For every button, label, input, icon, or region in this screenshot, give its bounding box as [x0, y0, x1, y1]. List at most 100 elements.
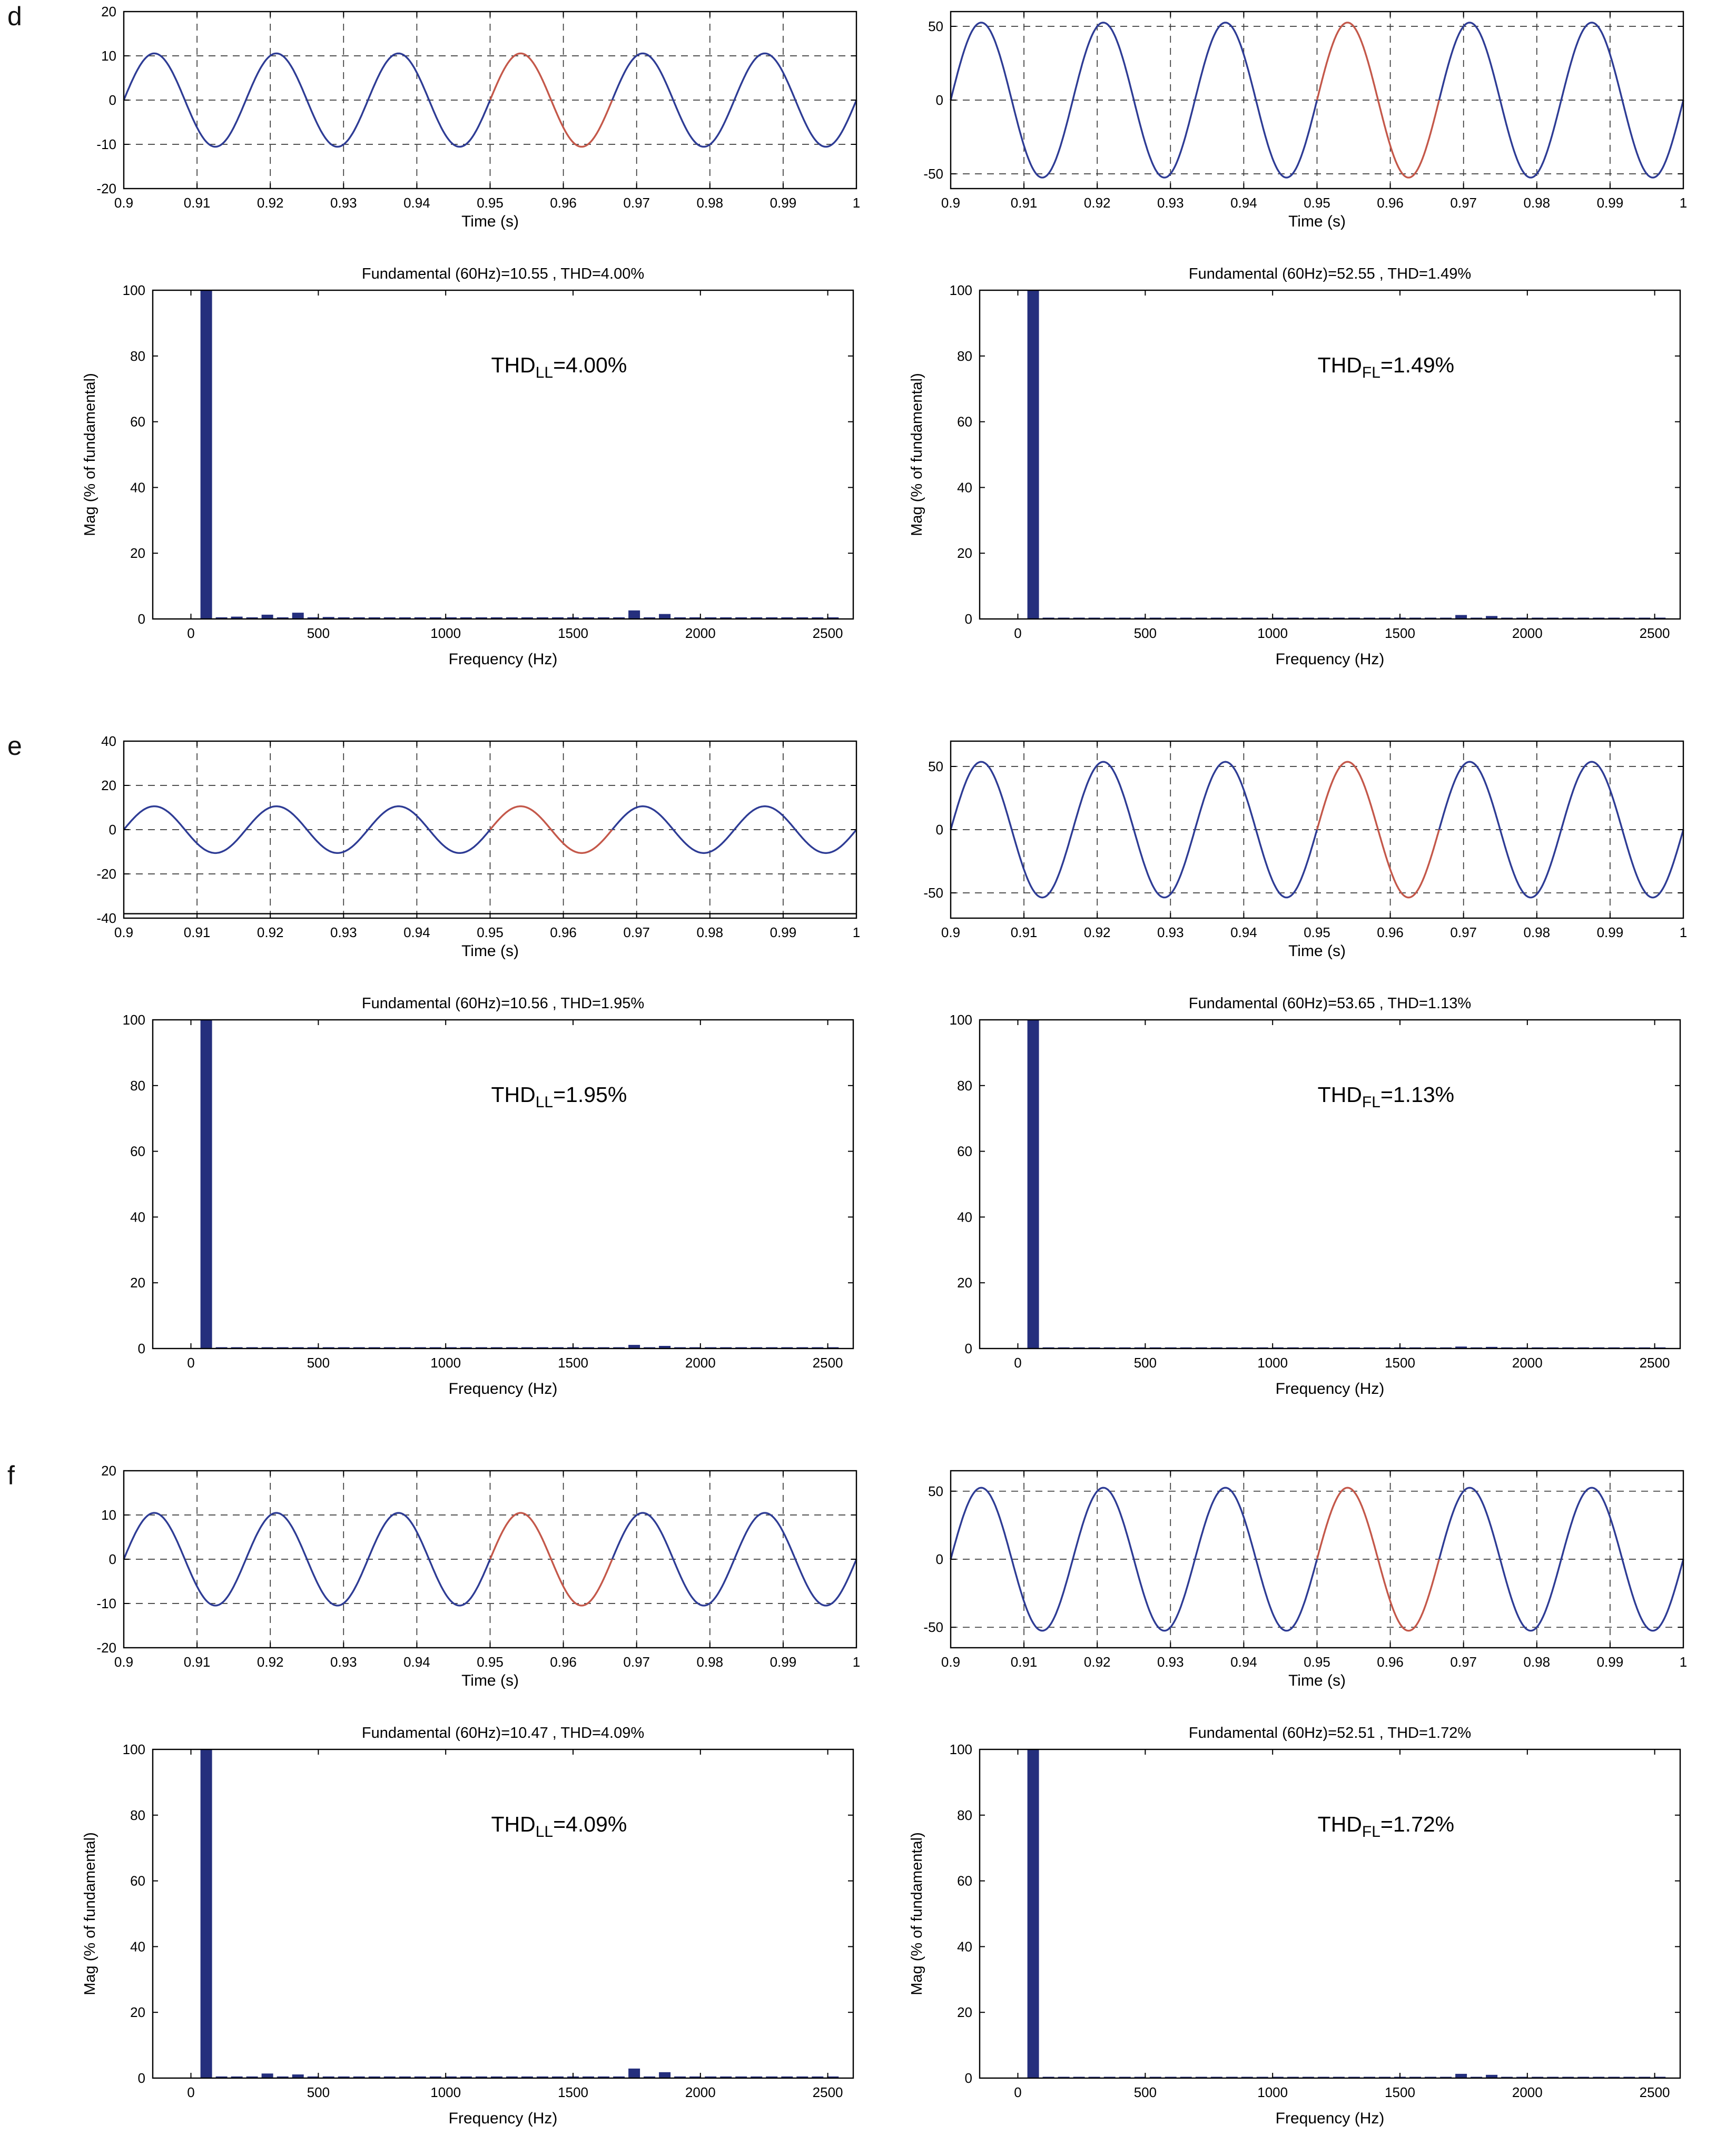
x-axis-label: Time (s) — [461, 213, 519, 230]
waveform-line — [950, 1487, 1318, 1632]
x-tick-label: 0.93 — [1157, 924, 1184, 940]
time-chart-svg: 0.9 0.91 0.92 0.93 0.94 0.95 0.96 0.97 0.98 0.99 1… — [923, 11, 1687, 230]
y-tick-label: 40 — [130, 479, 145, 495]
harmonic-bar — [200, 1020, 212, 1349]
x-tick-label: 2000 — [1512, 2084, 1543, 2100]
harmonic-bar — [1455, 615, 1467, 619]
y-tick-label: 0 — [965, 2070, 972, 2086]
y-axis-label: Mag (% of fundamental) — [909, 373, 925, 536]
y-tick-label: 10 — [101, 48, 116, 64]
x-tick-label: 0.96 — [550, 1654, 577, 1670]
harmonic-bar — [1486, 2074, 1498, 2078]
x-tick-label: 0.96 — [550, 924, 577, 940]
highlighted-cycle — [489, 805, 613, 854]
harmonic-bar — [200, 1749, 212, 2078]
highlighted-cycle — [489, 1512, 613, 1607]
time-waveform-plot: 0.9 0.91 0.92 0.93 0.94 0.95 0.96 0.97 0.98 0.99 1… — [74, 733, 864, 960]
harmonic-bar — [231, 616, 243, 619]
harmonic-bar — [1486, 1346, 1498, 1349]
thd-annotation: THDLL=4.09% — [491, 1812, 627, 1841]
chart-title: Fundamental (60Hz)=10.55 , THD=4.00% — [362, 265, 644, 282]
y-tick-label: 80 — [130, 1078, 145, 1094]
thd-annotation: THDFL=1.13% — [1318, 1083, 1454, 1111]
chart-title: Fundamental (60Hz)=53.65 , THD=1.13% — [1189, 995, 1471, 1012]
y-tick-label: 40 — [957, 479, 972, 495]
x-tick-label: 0.99 — [1597, 924, 1624, 940]
y-tick-label: 60 — [957, 1873, 972, 1889]
x-tick-label: 0.92 — [1084, 924, 1111, 940]
x-tick-label: 0.9 — [114, 924, 133, 940]
harmonic-spectrum-plot: Fundamental (60Hz)=53.65 , THD=1.13% 0 500… — [901, 989, 1691, 1400]
x-tick-label: 0.95 — [477, 924, 504, 940]
y-tick-label: -20 — [96, 181, 116, 196]
x-tick-label: 1000 — [430, 2084, 461, 2100]
harmonic-spectrum-plot: Fundamental (60Hz)=10.55 , THD=4.00% 0 500… — [74, 260, 864, 671]
harmonic-bar — [1455, 1346, 1467, 1349]
y-axis-label: Mag (% of fundamental) — [909, 1832, 925, 1995]
x-tick-label: 500 — [307, 2084, 330, 2100]
harmonic-bar — [261, 2073, 273, 2078]
panel-label-d: d — [7, 2, 22, 31]
time-waveform-plot: 0.9 0.91 0.92 0.93 0.94 0.95 0.96 0.97 0.98 0.99 1… — [901, 1463, 1691, 1690]
y-tick-label: -50 — [923, 166, 943, 182]
panel-f-spectrum-row: Fundamental (60Hz)=10.47 , THD=4.09% 0 500… — [74, 1719, 1736, 2130]
x-tick-label: 1500 — [558, 1355, 588, 1371]
x-tick-label: 0.97 — [1450, 1654, 1477, 1670]
y-tick-label: -10 — [96, 1596, 116, 1611]
y-tick-label: 80 — [957, 348, 972, 364]
y-tick-label: 100 — [123, 1012, 145, 1028]
harmonic-bar — [261, 614, 273, 619]
time-waveform-plot: 0.9 0.91 0.92 0.93 0.94 0.95 0.96 0.97 0.98 0.99 1… — [74, 1463, 864, 1690]
x-tick-label: 0.95 — [1304, 1654, 1330, 1670]
x-tick-label: 0.92 — [1084, 1654, 1111, 1670]
x-tick-label: 0.9 — [114, 195, 133, 211]
y-tick-label: 80 — [130, 348, 145, 364]
y-tick-label: 0 — [109, 1551, 116, 1567]
x-tick-label: 0.9 — [941, 195, 960, 211]
x-tick-label: 1000 — [430, 625, 461, 641]
x-tick-label: 0.94 — [1230, 924, 1257, 940]
x-tick-label: 0.95 — [477, 195, 504, 211]
harmonic-bar — [1027, 1020, 1039, 1349]
spectrum-chart-svg: Fundamental (60Hz)=52.55 , THD=1.49% 0 500… — [909, 265, 1681, 668]
harmonic-spectrum-plot: Fundamental (60Hz)=52.55 , THD=1.49% 0 500… — [901, 260, 1691, 671]
x-tick-label: 0.99 — [770, 924, 797, 940]
x-tick-label: 2500 — [1640, 2084, 1670, 2100]
x-tick-label: 0.97 — [623, 195, 650, 211]
x-tick-label: 0 — [1014, 1355, 1021, 1371]
panel-e: e 0.9 0.91 0.92 0.93 0.94 0.95 0.96 0.97 0.98 0.9… — [0, 731, 1736, 1400]
y-tick-label: 60 — [130, 1873, 145, 1889]
spectrum-chart-svg: Fundamental (60Hz)=10.56 , THD=1.95% 0 500… — [123, 995, 854, 1398]
x-tick-label: 0 — [187, 2084, 194, 2100]
x-tick-label: 0 — [1014, 2084, 1021, 2100]
y-tick-label: 60 — [130, 414, 145, 430]
x-tick-label: 2500 — [813, 1355, 843, 1371]
x-tick-label: 1500 — [1385, 625, 1415, 641]
x-tick-label: 0.98 — [696, 1654, 723, 1670]
y-tick-label: 100 — [950, 1741, 972, 1757]
y-tick-label: -20 — [96, 1640, 116, 1656]
x-tick-label: 1 — [853, 195, 860, 211]
waveform-line — [611, 52, 857, 148]
x-tick-label: 2500 — [813, 625, 843, 641]
harmonic-spectrum-plot: Fundamental (60Hz)=10.56 , THD=1.95% 0 500… — [74, 989, 864, 1400]
x-tick-label: 0.93 — [1157, 1654, 1184, 1670]
y-tick-label: 0 — [936, 92, 943, 108]
x-tick-label: 0.99 — [1597, 1654, 1624, 1670]
time-chart-svg: 0.9 0.91 0.92 0.93 0.94 0.95 0.96 0.97 0.98 0.99 1… — [923, 1470, 1687, 1689]
x-tick-label: 1 — [853, 1654, 860, 1670]
y-tick-label: 80 — [130, 1807, 145, 1823]
harmonic-bar — [659, 614, 671, 619]
chart-title: Fundamental (60Hz)=52.51 , THD=1.72% — [1189, 1725, 1471, 1741]
x-axis-label: Time (s) — [1288, 213, 1346, 230]
harmonic-bar — [322, 2076, 334, 2078]
x-axis-label: Time (s) — [461, 942, 519, 960]
x-axis-label: Frequency (Hz) — [1276, 651, 1385, 668]
y-axis-label: Mag (% of fundamental) — [82, 373, 98, 536]
y-tick-label: -10 — [96, 136, 116, 152]
y-tick-label: 20 — [101, 778, 116, 793]
x-tick-label: 0 — [1014, 625, 1021, 641]
thd-annotation: THDFL=1.72% — [1318, 1812, 1454, 1841]
x-tick-label: 0.9 — [114, 1654, 133, 1670]
x-axis-label: Frequency (Hz) — [449, 2110, 558, 2127]
